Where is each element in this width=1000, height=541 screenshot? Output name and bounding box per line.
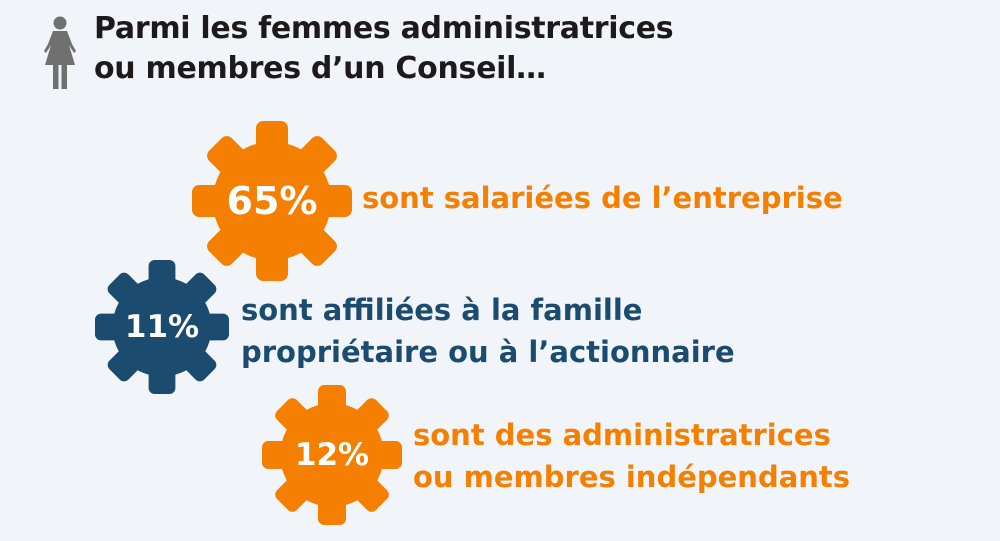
page-title: Parmi les femmes administratrices ou mem… [94, 9, 674, 89]
stat-line: propriétaire ou à l’actionnaire [241, 335, 735, 369]
title-line-1: Parmi les femmes administratrices [94, 11, 674, 46]
stat-description: sont salariées de l’entreprise [362, 179, 843, 217]
stat-line: sont des administratrices [413, 418, 831, 452]
stat-line: ou membres indépendants [413, 460, 851, 494]
gear-badge-11: 11% [95, 260, 229, 394]
stat-value: 11% [124, 309, 200, 345]
stat-value: 12% [294, 437, 370, 473]
stat-description: sont affiliées à la famille propriétaire… [241, 289, 735, 373]
title-line-2: ou membres d’un Conseil… [94, 51, 546, 86]
gear-icon [262, 385, 402, 525]
gear-badge-12: 12% [262, 385, 402, 525]
stat-line: sont affiliées à la famille [241, 293, 643, 327]
gear-icon [192, 121, 352, 281]
stat-line: sont salariées de l’entreprise [362, 181, 843, 215]
gear-icon [95, 260, 229, 394]
stat-value: 65% [226, 179, 318, 223]
woman-icon [44, 16, 76, 89]
stat-description: sont des administratrices ou membres ind… [413, 414, 850, 498]
gear-badge-65: 65% [192, 121, 352, 281]
